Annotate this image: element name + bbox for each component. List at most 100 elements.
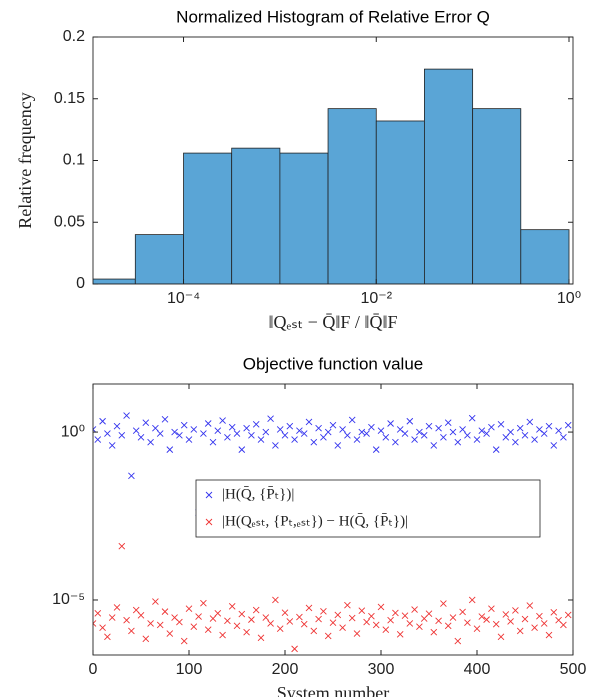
point — [248, 432, 255, 439]
point — [104, 430, 111, 437]
point — [425, 610, 433, 618]
point — [555, 427, 562, 434]
point — [305, 604, 313, 612]
point — [430, 628, 438, 636]
point — [406, 620, 414, 627]
point — [382, 626, 390, 634]
point — [257, 436, 265, 443]
point — [176, 618, 183, 626]
point — [190, 426, 198, 433]
point — [166, 446, 174, 453]
y-tick-label: 10⁻⁵ — [52, 591, 85, 608]
point — [276, 625, 284, 632]
point — [94, 436, 102, 443]
point — [377, 427, 385, 434]
point — [348, 614, 356, 622]
point — [224, 617, 231, 625]
point — [99, 417, 106, 425]
point — [147, 438, 154, 446]
point — [123, 412, 130, 419]
point — [248, 616, 255, 623]
point — [296, 427, 303, 434]
point — [492, 620, 500, 628]
point — [526, 602, 534, 609]
point — [560, 433, 567, 441]
point — [281, 609, 289, 616]
point — [435, 424, 442, 432]
bar — [231, 147, 281, 284]
point — [430, 442, 438, 449]
point — [161, 415, 169, 423]
point — [329, 421, 337, 429]
point — [507, 428, 514, 436]
point — [185, 605, 193, 613]
point — [560, 621, 567, 629]
point — [531, 436, 538, 443]
bar — [183, 152, 233, 284]
point — [93, 426, 97, 433]
point — [516, 627, 524, 635]
bar — [279, 152, 329, 284]
y-tick-label: 10⁰ — [61, 423, 85, 440]
point — [497, 421, 505, 428]
point — [435, 617, 442, 625]
point — [176, 432, 183, 439]
point — [324, 632, 332, 640]
x-tick-label: 10⁻² — [360, 290, 392, 307]
point — [468, 596, 476, 604]
x-tick-label: 400 — [464, 661, 491, 678]
point — [300, 430, 308, 437]
point — [497, 633, 505, 641]
point — [382, 433, 390, 441]
point — [142, 635, 150, 643]
point — [540, 620, 548, 627]
point — [156, 430, 164, 437]
point — [267, 415, 274, 423]
point — [564, 611, 572, 619]
point — [516, 424, 524, 432]
point — [521, 615, 529, 623]
point — [392, 609, 399, 617]
point — [156, 621, 164, 629]
legend-label: |H(Qₑₛₜ, {Pₜ,ₑₛₜ}) − H(Q̄, {P̄ₜ})| — [222, 513, 408, 529]
point — [94, 610, 102, 617]
point — [128, 627, 135, 635]
point — [137, 433, 145, 441]
x-axis-label: ‖Qₑₛₜ − Q̄‖F / ‖Q̄‖F — [268, 312, 397, 332]
point — [238, 446, 246, 453]
point — [483, 430, 490, 437]
point — [411, 436, 418, 443]
point — [536, 612, 543, 620]
point — [243, 628, 250, 636]
point — [272, 442, 279, 449]
point — [363, 430, 370, 437]
point — [281, 432, 289, 439]
x-tick-label: 100 — [176, 661, 203, 678]
point — [315, 424, 322, 432]
point — [238, 610, 246, 618]
point — [459, 426, 466, 433]
point — [104, 633, 111, 641]
point — [358, 607, 366, 615]
point — [228, 423, 236, 431]
point — [209, 615, 217, 622]
point — [411, 606, 418, 613]
point — [320, 433, 327, 441]
point — [219, 631, 226, 639]
point — [502, 433, 510, 441]
point — [363, 618, 370, 626]
point — [488, 605, 495, 613]
point — [540, 430, 548, 437]
point — [502, 611, 510, 618]
point — [531, 624, 538, 631]
y-tick-label: 0.2 — [63, 28, 85, 45]
x-tick-label: 0 — [89, 661, 98, 678]
point — [118, 542, 126, 550]
chart-title: Objective function value — [243, 354, 424, 373]
point — [512, 438, 519, 446]
point — [358, 428, 366, 436]
point — [180, 637, 188, 645]
point — [276, 426, 284, 433]
point — [152, 424, 159, 432]
point — [387, 420, 394, 427]
